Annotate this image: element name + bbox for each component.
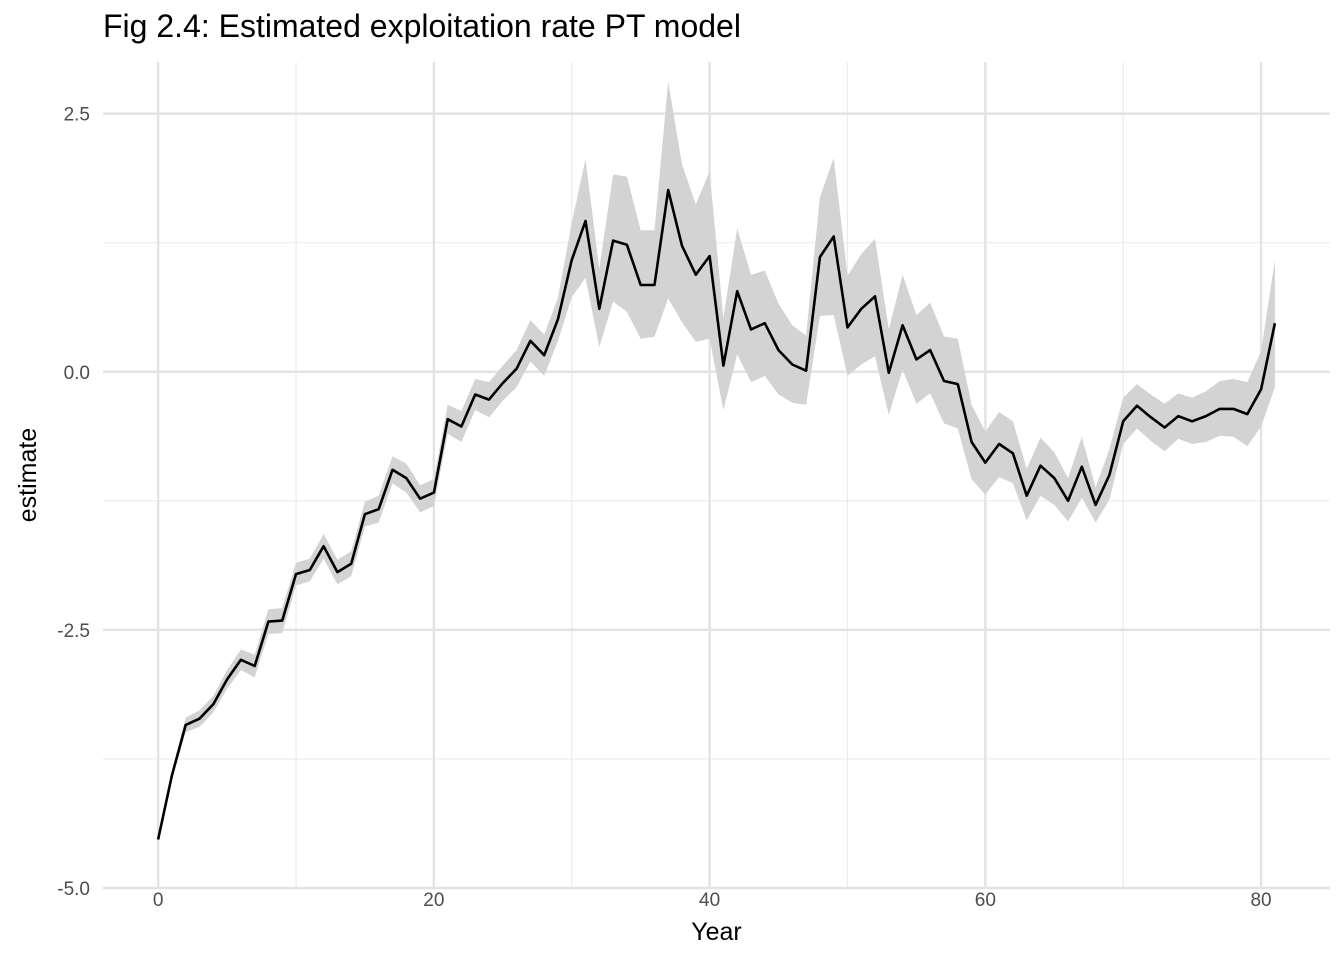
chart-title: Fig 2.4: Estimated exploitation rate PT … (103, 8, 741, 44)
y-tick-label: -5.0 (57, 879, 90, 900)
y-axis-tick-labels: -5.0 -2.5 0.0 2.5 (57, 105, 90, 900)
y-axis-title: estimate (14, 428, 42, 522)
x-axis-tick-labels: 0 20 40 60 80 (153, 890, 1272, 911)
estimate-line (156, 188, 1277, 840)
major-gridlines (103, 62, 1330, 890)
x-tick-label: 0 (153, 890, 164, 911)
x-axis-title: Year (691, 918, 742, 946)
x-tick-label: 40 (699, 890, 720, 911)
x-tick-label: 80 (1250, 890, 1271, 911)
minor-gridlines (103, 62, 1330, 888)
x-tick-label: 20 (423, 890, 444, 911)
y-tick-label: -2.5 (57, 621, 90, 642)
x-tick-label: 60 (975, 890, 996, 911)
confidence-band (158, 81, 1275, 840)
y-tick-label: 2.5 (64, 105, 90, 126)
y-tick-label: 0.0 (64, 363, 90, 384)
